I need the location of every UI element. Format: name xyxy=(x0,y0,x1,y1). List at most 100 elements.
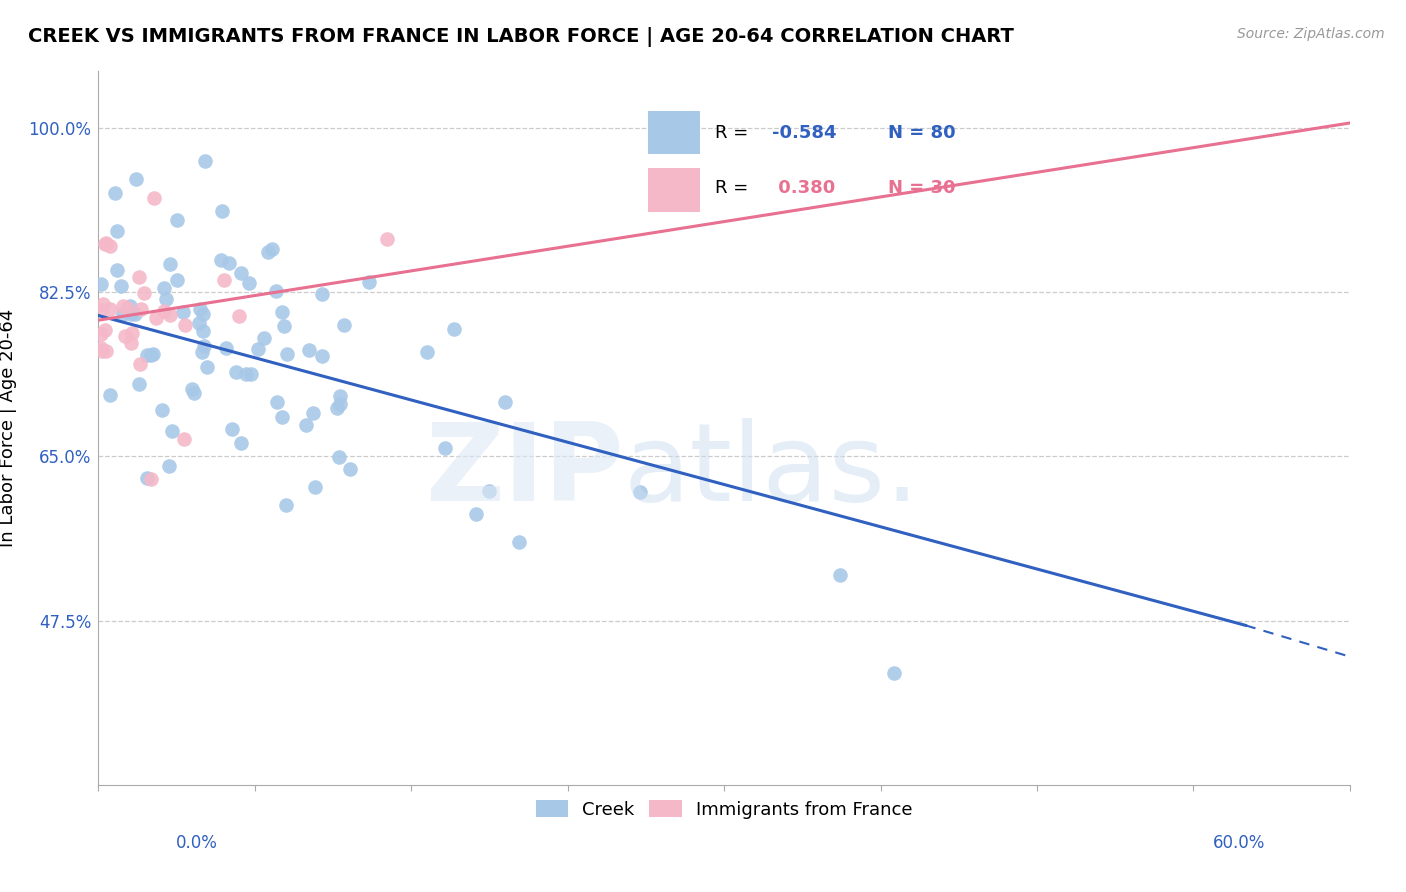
Point xyxy=(104,186,127,200)
Point xyxy=(94,235,117,250)
Point xyxy=(90,277,112,292)
Point xyxy=(115,301,138,316)
Point xyxy=(98,388,121,402)
Point xyxy=(329,397,352,411)
Point xyxy=(295,417,318,432)
Point xyxy=(139,348,162,362)
Point xyxy=(235,368,257,382)
Point xyxy=(190,345,212,359)
Point xyxy=(159,256,181,270)
Point xyxy=(111,306,134,320)
Point xyxy=(494,395,516,409)
Y-axis label: In Labor Force | Age 20-64: In Labor Force | Age 20-64 xyxy=(0,309,17,548)
Point xyxy=(195,359,218,374)
Point xyxy=(266,395,288,409)
Point xyxy=(145,310,167,325)
Point xyxy=(271,304,294,318)
Point xyxy=(166,212,188,227)
Point xyxy=(191,307,214,321)
Point xyxy=(141,346,163,360)
Text: 60.0%: 60.0% xyxy=(1213,834,1265,852)
Point xyxy=(94,323,117,337)
Point xyxy=(359,275,381,289)
Point xyxy=(172,304,194,318)
Text: ZIP: ZIP xyxy=(426,418,624,524)
Point xyxy=(136,348,159,362)
Point xyxy=(311,287,333,301)
Point xyxy=(120,307,142,321)
Point xyxy=(173,432,195,446)
Point xyxy=(110,279,132,293)
Point xyxy=(508,535,530,549)
Point xyxy=(118,299,141,313)
Point xyxy=(253,330,276,344)
Point xyxy=(96,343,118,358)
Point xyxy=(188,302,211,317)
Point xyxy=(129,357,152,371)
Point xyxy=(188,316,211,330)
Text: Source: ZipAtlas.com: Source: ZipAtlas.com xyxy=(1237,27,1385,41)
Point xyxy=(256,245,278,260)
Point xyxy=(191,324,214,338)
Point xyxy=(478,484,501,499)
Point xyxy=(159,308,181,322)
Point xyxy=(465,507,488,521)
Point xyxy=(152,281,174,295)
Point xyxy=(211,253,233,268)
Point xyxy=(132,285,155,300)
Point xyxy=(298,343,321,357)
Point xyxy=(260,242,283,256)
Point xyxy=(416,344,439,359)
Point xyxy=(105,224,128,238)
Point xyxy=(276,347,298,361)
Point xyxy=(212,272,235,286)
Point xyxy=(271,409,294,424)
Point xyxy=(883,665,905,680)
Point xyxy=(131,301,153,316)
Point xyxy=(121,326,143,340)
Point xyxy=(98,239,121,253)
Point xyxy=(160,424,183,438)
Point xyxy=(155,292,177,306)
Point xyxy=(150,402,173,417)
Point xyxy=(89,326,111,341)
Point xyxy=(225,365,247,379)
Point xyxy=(264,284,287,298)
Point xyxy=(174,318,197,332)
Point xyxy=(246,343,269,357)
Point xyxy=(91,296,114,310)
Text: CREEK VS IMMIGRANTS FROM FRANCE IN LABOR FORCE | AGE 20-64 CORRELATION CHART: CREEK VS IMMIGRANTS FROM FRANCE IN LABOR… xyxy=(28,27,1014,46)
Point xyxy=(89,302,111,317)
Point xyxy=(194,154,217,169)
Legend: Creek, Immigrants from France: Creek, Immigrants from France xyxy=(529,793,920,826)
Point xyxy=(238,276,260,290)
Point xyxy=(221,422,243,436)
Text: 0.0%: 0.0% xyxy=(176,834,218,852)
Point xyxy=(229,266,252,280)
Point xyxy=(302,406,325,420)
Point xyxy=(211,203,233,218)
Point xyxy=(326,401,349,416)
Point xyxy=(339,462,361,476)
Point xyxy=(120,336,142,351)
Point xyxy=(193,339,215,353)
Point xyxy=(311,349,333,363)
Point xyxy=(142,191,165,205)
Point xyxy=(139,472,162,486)
Point xyxy=(215,341,238,355)
Point xyxy=(94,236,117,251)
Point xyxy=(91,343,114,358)
Point xyxy=(377,232,399,246)
Point xyxy=(153,304,176,318)
Point xyxy=(228,310,250,324)
Point xyxy=(89,341,111,355)
Point xyxy=(434,441,457,455)
Point xyxy=(218,256,240,270)
Point xyxy=(332,318,354,332)
Point xyxy=(229,436,252,450)
Point xyxy=(628,484,651,499)
Point xyxy=(135,471,157,485)
Point xyxy=(128,377,150,392)
Point xyxy=(240,367,263,381)
Point xyxy=(304,480,326,494)
